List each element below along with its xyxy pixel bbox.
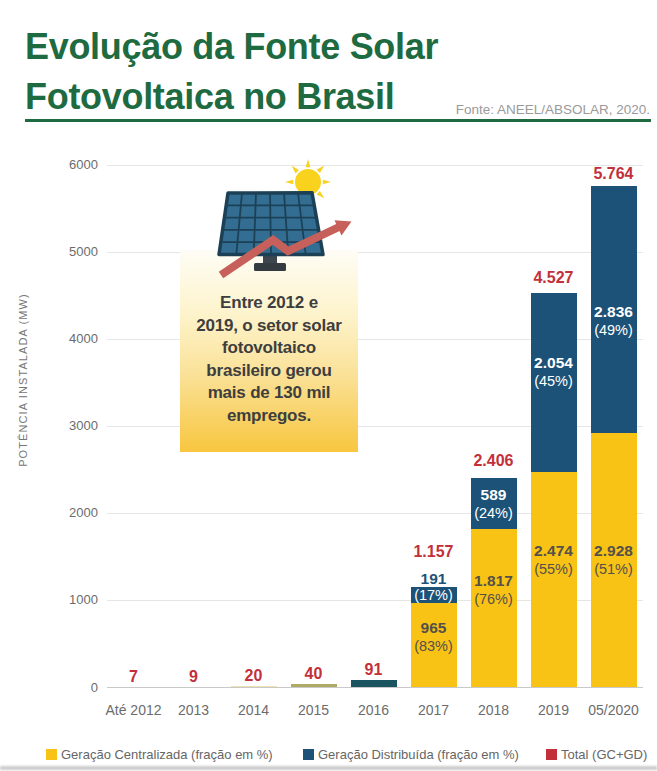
y-tick-label: 5000: [50, 244, 98, 259]
bar-segment-centralizada: [531, 472, 577, 687]
source-credit: Fonte: ANEEL/ABSOLAR, 2020.: [456, 102, 650, 117]
y-tick-label: 6000: [50, 157, 98, 172]
bottom-border: [0, 766, 657, 770]
solar-illustration: [150, 155, 365, 285]
page-title: Evolução da Fonte Solar Fotovoltaica no …: [25, 22, 438, 122]
annotation-text: Entre 2012 e2019, o setor solarfotovolta…: [180, 292, 358, 428]
legend-swatch: [303, 749, 314, 760]
legend-swatch: [46, 749, 57, 760]
distribuida-labels: 2.836(49%): [574, 302, 654, 340]
total-label: 5.764: [569, 165, 657, 183]
bar-segment-centralizada: [231, 686, 277, 688]
y-tick-label: 1000: [50, 592, 98, 607]
title-line-2: Fotovoltaica no Brasil: [25, 72, 438, 122]
total-label: 1.157: [389, 543, 479, 561]
title-line-1: Evolução da Fonte Solar: [25, 22, 438, 72]
centralizada-labels: 965(83%): [394, 618, 474, 656]
x-tick-label: 05/2020: [579, 702, 649, 718]
legend-swatch: [546, 749, 557, 760]
distribuida-labels: 589(24%): [454, 485, 534, 523]
total-label: 4.527: [509, 269, 599, 287]
legend-label: Total (GC+GD): [561, 748, 647, 762]
legend-label: Geração Centralizada (fração em %): [61, 748, 273, 762]
solar-panel-icon: [219, 193, 323, 271]
y-axis-title: POTÊNCIA INSTALADA (MW): [17, 250, 31, 510]
bar-segment-distribuida: [351, 680, 397, 688]
bar-segment-centralizada: [291, 684, 337, 687]
y-tick-label: 3000: [50, 418, 98, 433]
title-divider: [25, 119, 651, 122]
total-label: 91: [329, 661, 419, 679]
y-tick-label: 4000: [50, 331, 98, 346]
solar-infographic: Evolução da Fonte Solar Fotovoltaica no …: [0, 0, 657, 771]
y-tick-label: 2000: [50, 505, 98, 520]
distribuida-labels: 2.054(45%): [514, 353, 594, 391]
legend-label: Geração Distribuída (fração em %): [318, 748, 519, 762]
total-label: 2.406: [449, 452, 539, 470]
centralizada-labels: 2.928(51%): [574, 541, 654, 579]
